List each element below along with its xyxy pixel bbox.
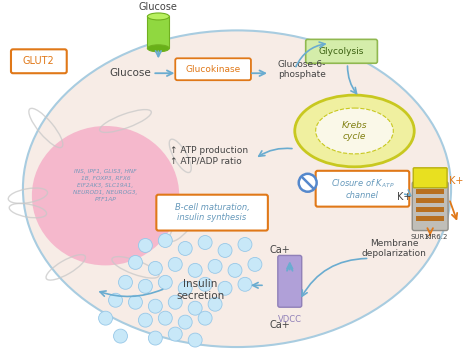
Circle shape xyxy=(238,277,252,291)
Ellipse shape xyxy=(295,95,414,167)
Circle shape xyxy=(218,281,232,295)
Text: Glucose-6-
phosphate: Glucose-6- phosphate xyxy=(278,59,326,79)
FancyBboxPatch shape xyxy=(316,171,409,206)
Circle shape xyxy=(198,311,212,325)
Ellipse shape xyxy=(147,45,169,52)
Circle shape xyxy=(188,333,202,347)
Circle shape xyxy=(218,244,232,257)
Circle shape xyxy=(138,239,152,252)
Circle shape xyxy=(178,281,192,295)
Text: Glucose: Glucose xyxy=(139,2,178,12)
Bar xyxy=(416,206,444,211)
Text: SUR1: SUR1 xyxy=(411,234,429,240)
Bar xyxy=(416,198,444,203)
Circle shape xyxy=(188,263,202,277)
Text: Insulin
secretion: Insulin secretion xyxy=(176,279,224,301)
Text: Glycolysis: Glycolysis xyxy=(319,47,364,56)
FancyBboxPatch shape xyxy=(147,16,169,48)
Ellipse shape xyxy=(316,108,393,154)
Circle shape xyxy=(178,315,192,329)
Bar xyxy=(416,216,444,221)
Text: K+: K+ xyxy=(449,176,464,186)
Text: Ca+: Ca+ xyxy=(269,320,290,330)
Circle shape xyxy=(168,295,182,309)
Circle shape xyxy=(138,279,152,293)
FancyBboxPatch shape xyxy=(11,49,67,73)
Text: ↑ ATP production
↑ ATP/ADP ratio: ↑ ATP production ↑ ATP/ADP ratio xyxy=(170,146,248,166)
Circle shape xyxy=(118,275,132,289)
Text: VDCC: VDCC xyxy=(278,315,302,324)
Text: GLUT2: GLUT2 xyxy=(23,56,55,66)
Text: KIR6.2: KIR6.2 xyxy=(425,234,447,240)
Text: Membrane
depolarization: Membrane depolarization xyxy=(362,239,427,258)
Circle shape xyxy=(99,311,112,325)
FancyBboxPatch shape xyxy=(156,195,268,231)
FancyBboxPatch shape xyxy=(306,40,377,63)
Circle shape xyxy=(248,257,262,271)
Text: Krebs
cycle: Krebs cycle xyxy=(342,121,367,141)
Circle shape xyxy=(128,295,142,309)
Ellipse shape xyxy=(23,30,451,347)
Circle shape xyxy=(109,293,122,307)
Circle shape xyxy=(198,277,212,291)
Circle shape xyxy=(138,313,152,327)
FancyBboxPatch shape xyxy=(278,256,302,307)
Text: Closure of K$_{ATP}$
channel: Closure of K$_{ATP}$ channel xyxy=(331,177,394,200)
Circle shape xyxy=(148,299,162,313)
FancyBboxPatch shape xyxy=(175,58,251,80)
FancyBboxPatch shape xyxy=(412,182,448,231)
Text: Ca+: Ca+ xyxy=(269,245,290,256)
Text: B-cell maturation,
insulin synthesis: B-cell maturation, insulin synthesis xyxy=(175,203,249,222)
Circle shape xyxy=(178,241,192,256)
Circle shape xyxy=(168,327,182,341)
Circle shape xyxy=(158,311,172,325)
Text: INS, IPF1, GLIS3, HNF
1B, FOXP3, RFX6
EIF2AK3, SLC19A1,
NEUROD1, NEUROG3,
PTF1AP: INS, IPF1, GLIS3, HNF 1B, FOXP3, RFX6 EI… xyxy=(73,169,138,202)
Circle shape xyxy=(208,297,222,311)
Circle shape xyxy=(148,331,162,345)
FancyBboxPatch shape xyxy=(413,168,447,188)
Circle shape xyxy=(228,263,242,277)
Ellipse shape xyxy=(32,126,179,265)
Text: Glucokinase: Glucokinase xyxy=(185,65,241,74)
Circle shape xyxy=(299,174,317,192)
Circle shape xyxy=(158,234,172,247)
Circle shape xyxy=(128,256,142,269)
Circle shape xyxy=(188,301,202,315)
Bar xyxy=(416,189,444,194)
Circle shape xyxy=(148,261,162,275)
Circle shape xyxy=(168,257,182,271)
Circle shape xyxy=(238,237,252,251)
Text: Glucose: Glucose xyxy=(109,68,151,78)
Text: K+: K+ xyxy=(397,192,411,202)
Circle shape xyxy=(198,236,212,250)
Circle shape xyxy=(158,275,172,289)
Circle shape xyxy=(208,260,222,273)
Circle shape xyxy=(114,329,128,343)
Ellipse shape xyxy=(147,13,169,20)
